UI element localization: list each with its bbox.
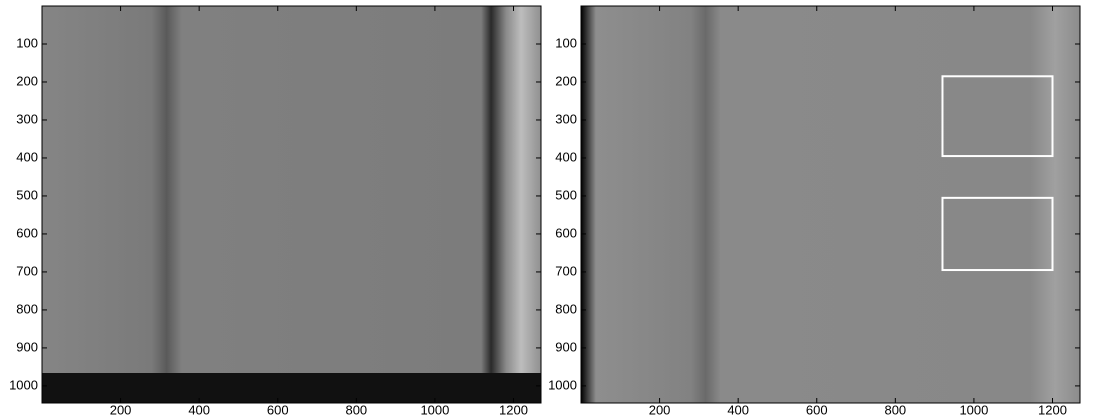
x-tick-label: 400 [188,402,210,417]
y-tick-label: 1000 [548,377,577,392]
x-tick-label: 1000 [420,402,449,417]
y-tick-label: 500 [16,187,38,202]
x-tick-label: 1000 [959,402,988,417]
y-tick-label: 800 [555,301,577,316]
x-tick-label: 1200 [499,402,528,417]
x-tick-label: 400 [727,402,749,417]
y-tick-label: 600 [16,225,38,240]
x-tick-label: 200 [649,402,671,417]
y-tick-label: 800 [16,301,38,316]
y-tick-label: 300 [555,111,577,126]
highlight-box [941,75,1054,158]
x-tick-label: 800 [884,402,906,417]
y-tick-label: 500 [555,187,577,202]
y-tick-label: 400 [555,149,577,164]
y-tick-label: 300 [16,111,38,126]
highlight-box [941,196,1054,272]
x-tick-label: 800 [345,402,367,417]
y-tick-label: 200 [16,73,38,88]
axes-frame [41,5,542,404]
y-tick-label: 900 [16,339,38,354]
x-tick-label: 1200 [1038,402,1067,417]
image [581,6,1080,403]
y-tick-label: 100 [16,35,38,50]
y-tick-label: 100 [555,35,577,50]
y-tick-label: 400 [16,149,38,164]
y-tick-label: 700 [555,263,577,278]
x-tick-label: 600 [267,402,289,417]
y-tick-label: 700 [16,263,38,278]
axes-frame [580,5,1081,404]
y-tick-label: 600 [555,225,577,240]
y-tick-label: 200 [555,73,577,88]
image-band [42,373,541,403]
x-tick-label: 600 [806,402,828,417]
y-tick-label: 900 [555,339,577,354]
image [42,6,541,403]
y-tick-label: 1000 [9,377,38,392]
x-tick-label: 200 [110,402,132,417]
